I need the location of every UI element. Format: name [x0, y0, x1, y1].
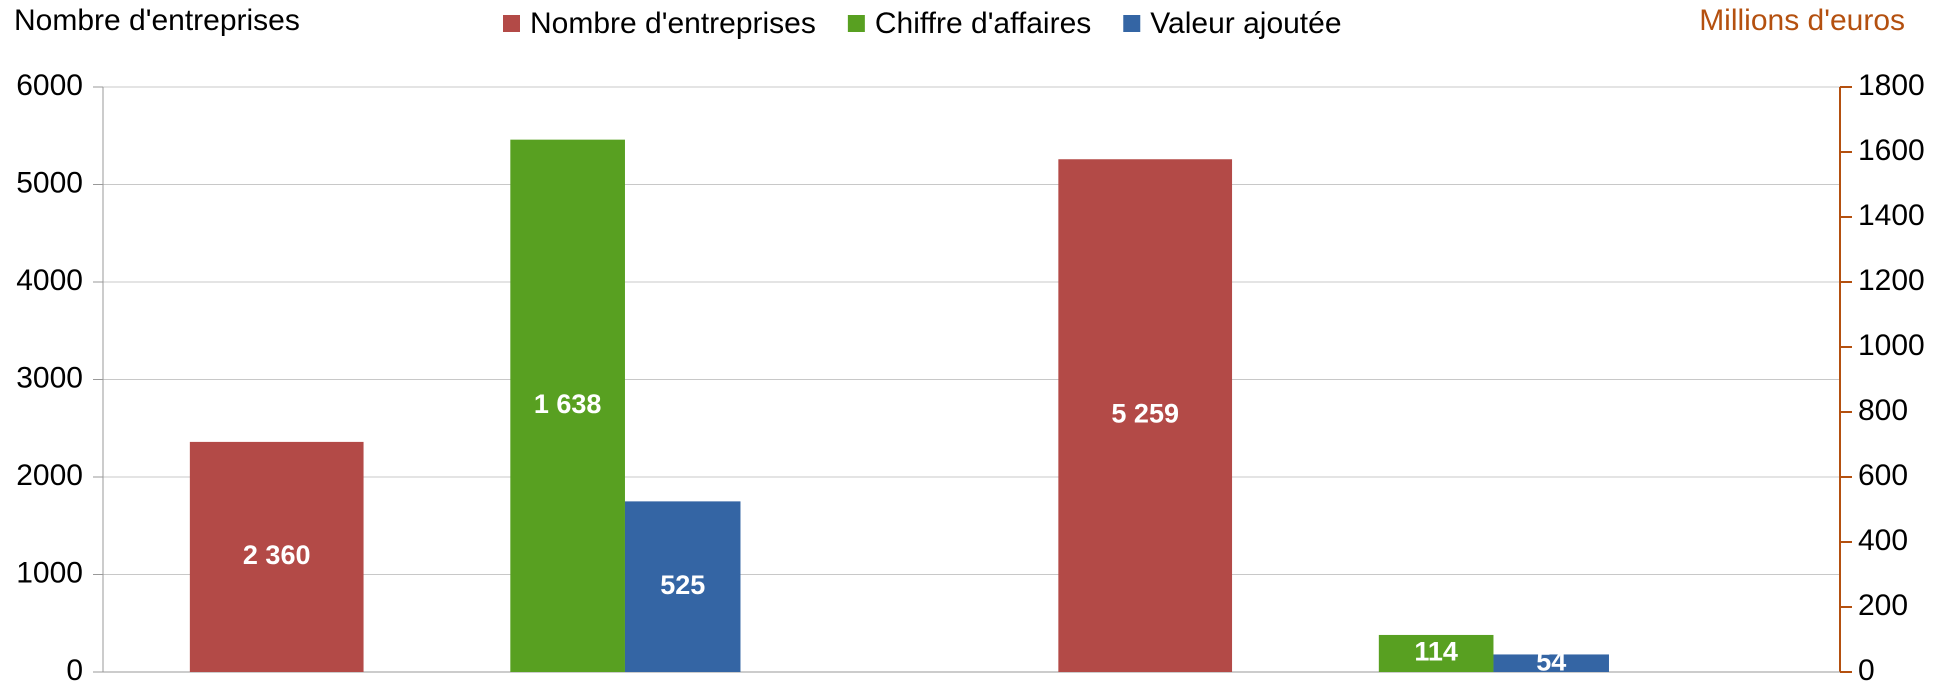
legend-swatch: [503, 15, 520, 32]
y2-tick-label: 1000: [1858, 329, 1925, 362]
y-tick-label: 3000: [16, 361, 83, 394]
bar: [1493, 654, 1609, 672]
y-tick-label: 2000: [16, 459, 83, 492]
bar: [624, 501, 741, 672]
y2-tick-label: 0: [1858, 654, 1875, 687]
y-axis-title: Nombre d'entreprises: [14, 4, 300, 37]
y-tick-label: 5000: [16, 166, 83, 199]
y-tick-label: 6000: [16, 69, 83, 102]
legend-label: Chiffre d'affaires: [875, 7, 1091, 40]
data-label: 1 638: [534, 389, 602, 419]
y2-tick-label: 200: [1858, 589, 1908, 622]
y2-tick-label: 1200: [1858, 264, 1925, 297]
data-label: 54: [1536, 646, 1566, 676]
legend-label: Valeur ajoutée: [1150, 7, 1341, 40]
data-label: 5 259: [1111, 399, 1179, 429]
y-tick-label: 1000: [16, 556, 83, 589]
y2-tick-label: 400: [1858, 524, 1908, 557]
legend-label: Nombre d'entreprises: [530, 7, 816, 40]
bar: [1378, 634, 1494, 672]
y-tick-label: 0: [66, 654, 83, 687]
bar: [189, 441, 364, 672]
y-tick-label: 4000: [16, 264, 83, 297]
y2-tick-label: 1600: [1858, 134, 1925, 167]
data-label: 2 360: [243, 540, 311, 570]
legend-swatch: [1123, 15, 1141, 32]
y2-tick-label: 1400: [1858, 199, 1925, 232]
legend-swatch: [847, 15, 865, 32]
data-label: 114: [1414, 637, 1458, 667]
bar: [510, 139, 625, 672]
y2-tick-label: 600: [1858, 459, 1908, 492]
data-label: 525: [660, 570, 705, 600]
y2-tick-label: 1800: [1858, 69, 1925, 102]
y2-axis-title: Millions d'euros: [1699, 4, 1905, 37]
y2-tick-label: 800: [1858, 394, 1908, 427]
bar: [1058, 159, 1233, 672]
